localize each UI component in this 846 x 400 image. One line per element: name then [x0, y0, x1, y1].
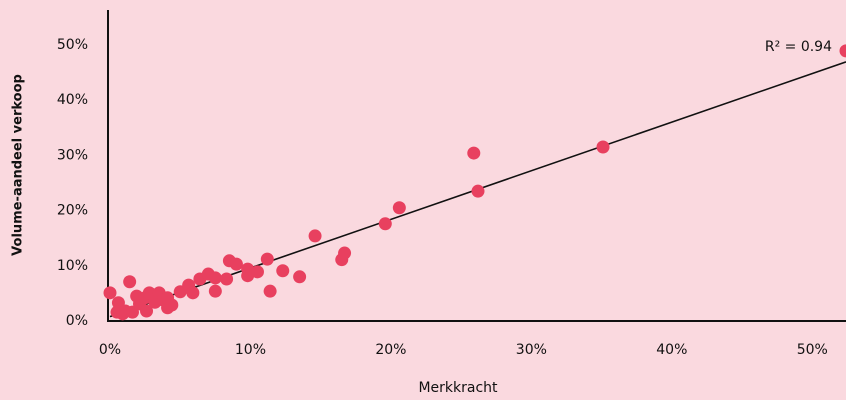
- point: [263, 284, 277, 298]
- point: [123, 275, 137, 289]
- point: [208, 284, 222, 298]
- annotation: R² = 0.94: [765, 39, 832, 55]
- point: [839, 44, 846, 58]
- point: [276, 264, 290, 278]
- x-axis-label: Merkkracht: [418, 380, 498, 396]
- point: [186, 286, 200, 300]
- point: [241, 262, 255, 276]
- point: [103, 286, 117, 300]
- point: [250, 265, 264, 279]
- point: [260, 252, 274, 266]
- x-tick-label: 0%: [99, 342, 121, 358]
- point: [142, 286, 156, 300]
- y-axis-label: Volume-aandeel verkoop: [11, 74, 26, 256]
- point: [229, 257, 243, 271]
- y-tick-label: 0%: [66, 313, 88, 329]
- x-tick-label: 40%: [656, 342, 687, 358]
- point: [308, 229, 322, 243]
- x-tick-label: 30%: [516, 342, 547, 358]
- point: [208, 271, 222, 285]
- x-tick-label: 50%: [797, 342, 828, 358]
- point: [392, 201, 406, 215]
- x-tick-label: 20%: [375, 342, 406, 358]
- point: [378, 217, 392, 231]
- y-tick-label: 40%: [57, 92, 88, 108]
- point: [220, 272, 234, 286]
- y-tick-label: 30%: [57, 147, 88, 163]
- y-tick-label: 20%: [57, 203, 88, 219]
- point: [338, 246, 352, 260]
- point: [471, 184, 485, 198]
- point: [140, 304, 154, 318]
- x-tick-label: 10%: [235, 342, 266, 358]
- point: [161, 291, 175, 305]
- point: [467, 146, 481, 160]
- y-tick-label: 50%: [57, 37, 88, 53]
- y-tick-label: 10%: [57, 258, 88, 274]
- point: [293, 270, 307, 284]
- point: [596, 140, 610, 154]
